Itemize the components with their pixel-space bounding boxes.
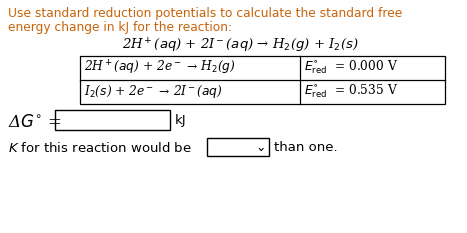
Bar [207,138,269,156]
Text: kJ: kJ [175,114,187,127]
Text: than one.: than one. [274,141,338,154]
Bar [80,56,445,104]
Text: 2H$^+$($aq$) + 2I$^-$($aq$) → H$_2$($g$) + I$_2$($s$): 2H$^+$($aq$) + 2I$^-$($aq$) → H$_2$($g$)… [122,37,358,55]
Text: 2H$^+$($aq$) + 2e$^-$ → H$_2$($g$): 2H$^+$($aq$) + 2e$^-$ → H$_2$($g$) [84,59,236,77]
Text: $K$ for this reaction would be: $K$ for this reaction would be [8,141,192,155]
Text: Δ$G^{\circ}$ =: Δ$G^{\circ}$ = [8,114,62,131]
Text: $E^{\circ}_{\mathrm{red}}$  = 0.000 V: $E^{\circ}_{\mathrm{red}}$ = 0.000 V [304,59,398,76]
Text: $E^{\circ}_{\mathrm{red}}$  = 0.535 V: $E^{\circ}_{\mathrm{red}}$ = 0.535 V [304,83,398,100]
Text: I$_2$($s$) + 2e$^-$ → 2I$^-$($aq$): I$_2$($s$) + 2e$^-$ → 2I$^-$($aq$) [84,83,223,100]
Text: ⌄: ⌄ [255,141,266,154]
Text: Use standard reduction potentials to calculate the standard free: Use standard reduction potentials to cal… [8,7,402,20]
Bar [55,110,170,130]
Text: energy change in kJ for the reaction:: energy change in kJ for the reaction: [8,21,232,34]
